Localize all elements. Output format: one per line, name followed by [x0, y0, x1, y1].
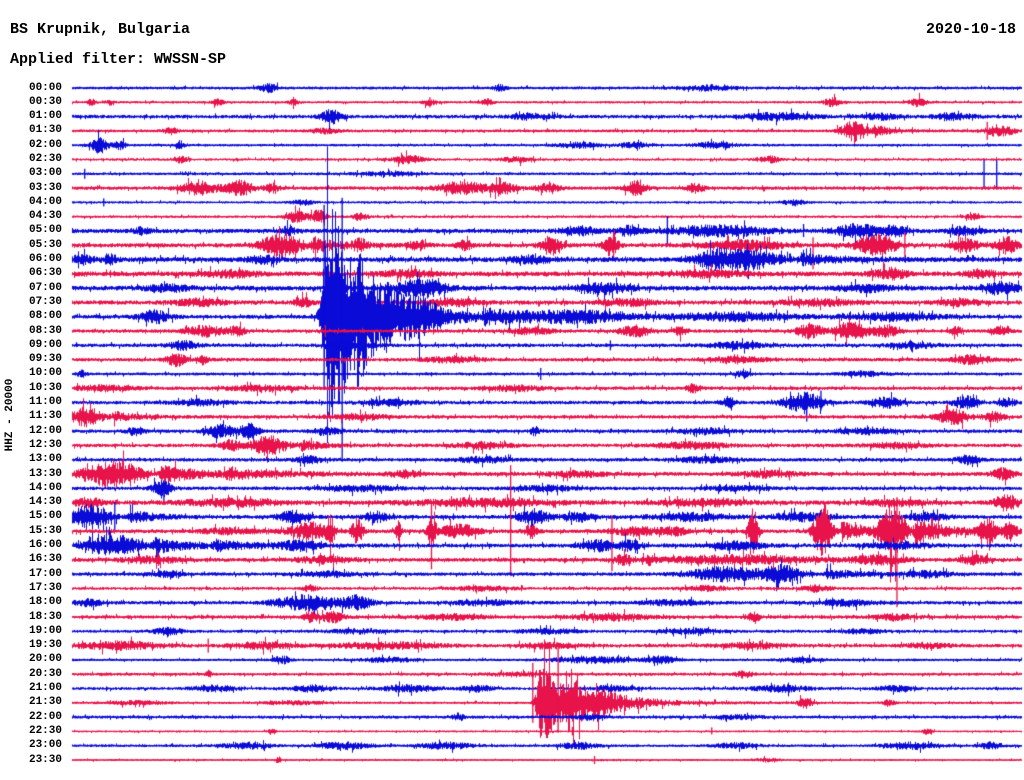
- time-label: 07:30: [28, 295, 62, 308]
- time-label: 06:30: [28, 267, 62, 280]
- time-label: 00:30: [28, 95, 62, 108]
- time-label: 23:00: [28, 739, 62, 752]
- time-label: 02:30: [28, 152, 62, 165]
- filter-label: Applied filter: WWSSN-SP: [10, 51, 227, 68]
- time-label: 03:00: [28, 167, 62, 180]
- time-label: 10:00: [28, 367, 62, 380]
- time-label: 05:00: [28, 224, 62, 237]
- time-label: 01:00: [28, 110, 62, 123]
- record-date: 2020-10-18: [925, 21, 1016, 38]
- time-label: 15:00: [28, 510, 62, 523]
- time-label: 07:00: [28, 281, 62, 294]
- time-label: 18:00: [28, 596, 62, 609]
- time-label: 19:30: [28, 639, 62, 652]
- time-label: 16:00: [28, 539, 62, 552]
- time-label: 22:30: [28, 724, 62, 737]
- time-label: 01:30: [28, 124, 62, 137]
- time-label: 09:30: [28, 353, 62, 366]
- time-label: 08:00: [28, 310, 62, 323]
- time-label: 13:00: [28, 453, 62, 466]
- station-title: BS Krupnik, Bulgaria: [10, 21, 191, 38]
- time-label: 20:30: [28, 667, 62, 680]
- time-label: 14:00: [28, 481, 62, 494]
- time-label: 16:30: [28, 553, 62, 566]
- time-label: 05:30: [28, 238, 62, 251]
- time-label: 17:00: [28, 567, 62, 580]
- time-label: 19:00: [28, 624, 62, 637]
- time-label: 14:30: [28, 496, 62, 509]
- time-label: 03:30: [28, 181, 62, 194]
- time-label: 02:00: [28, 138, 62, 151]
- time-label: 18:30: [28, 610, 62, 623]
- time-label: 12:30: [28, 438, 62, 451]
- time-label: 10:30: [28, 381, 62, 394]
- time-label: 23:30: [28, 753, 62, 766]
- time-label: 22:00: [28, 710, 62, 723]
- time-label: 21:00: [28, 682, 62, 695]
- time-label: 00:00: [28, 81, 62, 94]
- time-label: 13:30: [28, 467, 62, 480]
- time-label: 06:00: [28, 253, 62, 266]
- time-label: 11:30: [28, 410, 62, 423]
- time-label: 09:00: [28, 338, 62, 351]
- time-label: 20:00: [28, 653, 62, 666]
- time-label: 21:30: [28, 696, 62, 709]
- time-label: 04:30: [28, 210, 62, 223]
- time-label: 04:00: [28, 195, 62, 208]
- time-label: 15:30: [28, 524, 62, 537]
- time-label: 17:30: [28, 581, 62, 594]
- time-label: 12:00: [28, 424, 62, 437]
- time-label: 08:30: [28, 324, 62, 337]
- time-label: 11:00: [28, 396, 62, 409]
